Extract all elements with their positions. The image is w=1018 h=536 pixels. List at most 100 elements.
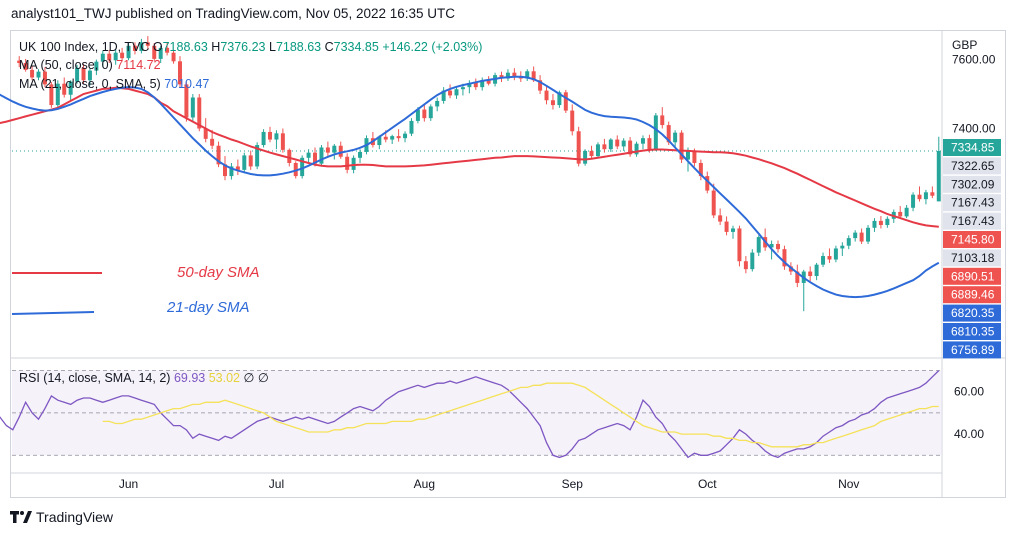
- candle-body: [242, 155, 247, 170]
- rsi-value: 69.93: [173, 371, 206, 385]
- candle-body: [583, 150, 588, 164]
- ma21-value: 7010.47: [164, 77, 210, 91]
- change-value: +146.22 (+2.03%): [382, 40, 483, 54]
- candle-body: [448, 90, 453, 96]
- candle-body: [827, 256, 832, 260]
- candle-body: [589, 150, 594, 157]
- open-label: O: [152, 40, 163, 54]
- candle-body: [486, 80, 491, 84]
- candle-body: [653, 115, 658, 150]
- ma50-legend: MA (50, close, 0) 7114.72: [19, 58, 161, 72]
- candle-body: [711, 190, 716, 216]
- candle-body: [332, 145, 337, 153]
- candle-body: [563, 92, 568, 111]
- candle-body: [351, 157, 356, 170]
- low-value: 7188.63: [275, 40, 322, 54]
- sma50-line: [0, 86, 939, 228]
- price-label-box: [943, 212, 1001, 230]
- candle-body: [126, 45, 131, 59]
- price-label: 7103.18: [951, 251, 995, 265]
- price-label: 6756.89: [951, 343, 995, 357]
- price-label-box: [943, 175, 1001, 193]
- candle-body: [319, 147, 324, 164]
- candle-body: [480, 80, 485, 88]
- candle-body: [210, 138, 215, 146]
- candle-body: [345, 156, 350, 170]
- candle-body: [222, 164, 227, 177]
- rsi-tick-label: 60.00: [954, 385, 984, 399]
- price-label-box: [943, 304, 1001, 322]
- time-tick-label: Jul: [269, 477, 284, 491]
- candle-body: [428, 106, 433, 119]
- null-symbol-1: ∅: [243, 371, 255, 385]
- candle-body: [621, 140, 626, 147]
- candle-body: [165, 47, 170, 53]
- candle-body: [377, 136, 382, 146]
- symbol-label: UK 100 Index, 1D, TVC: [19, 40, 150, 54]
- candle-body: [152, 45, 157, 59]
- candle-body: [229, 166, 234, 177]
- candle-body: [203, 128, 208, 139]
- open-value: 7188.63: [162, 40, 208, 54]
- candle-body: [145, 42, 150, 46]
- ma50-label: MA (50, close, 0): [19, 58, 113, 72]
- time-tick-label: Nov: [838, 477, 859, 491]
- candle-body: [17, 60, 22, 64]
- price-label: 7167.43: [951, 214, 995, 228]
- candle-body: [634, 143, 639, 155]
- brand-name: TradingView: [36, 509, 114, 525]
- candle-body: [692, 150, 697, 163]
- price-label: 7302.09: [951, 177, 995, 191]
- price-label-box: [943, 267, 1001, 285]
- candle-body: [422, 109, 427, 119]
- candle-body: [409, 120, 414, 134]
- candle-body: [673, 132, 678, 143]
- sma50-annotation: 50-day SMA: [177, 264, 260, 281]
- candle-body: [795, 271, 800, 283]
- ma21-label: MA (21, close, 0, SMA, 5): [19, 77, 161, 91]
- high-label: H: [211, 40, 221, 54]
- candle-body: [255, 145, 260, 167]
- candle-body: [608, 139, 613, 150]
- candle-body: [49, 84, 54, 106]
- rsi-tick-label: 40.00: [954, 427, 984, 441]
- ma50-value: 7114.72: [116, 58, 161, 72]
- candle-body: [647, 138, 652, 150]
- candle-body: [293, 162, 298, 177]
- null-symbol-2: ∅: [257, 371, 269, 385]
- rsi-label: RSI (14, close, SMA, 14, 2): [19, 371, 171, 385]
- rsi-legend: RSI (14, close, SMA, 14, 2) 69.93 53.02 …: [19, 370, 269, 385]
- candle-body: [911, 194, 916, 208]
- candle-body: [87, 70, 92, 81]
- candle-body: [100, 53, 105, 62]
- tradingview-brand[interactable]: TradingView: [10, 509, 113, 525]
- candle-body: [538, 80, 543, 91]
- candle-body: [840, 245, 845, 249]
- candle-body: [743, 261, 748, 270]
- candle-body: [390, 136, 395, 140]
- tradingview-logo-icon: [10, 511, 32, 523]
- candle-body: [325, 147, 330, 153]
- candle-body: [570, 110, 575, 132]
- candle-body: [930, 192, 935, 196]
- low-label: L: [268, 40, 276, 54]
- candle-body: [132, 45, 137, 51]
- candle-body: [878, 220, 883, 226]
- candle-body: [358, 151, 363, 158]
- price-label-box: [943, 323, 1001, 340]
- candle-body: [885, 218, 890, 226]
- candle-body: [557, 92, 562, 106]
- price-label-box: [943, 231, 1001, 248]
- price-label: 6889.46: [951, 288, 995, 302]
- candle-body: [679, 132, 684, 160]
- candle-body: [139, 42, 144, 51]
- candle-body: [287, 149, 292, 163]
- time-tick-label: Sep: [562, 477, 584, 491]
- candle-body: [23, 63, 28, 70]
- ma21-legend: MA (21, close, 0, SMA, 5) 7010.47: [19, 77, 209, 91]
- candle-body: [306, 152, 311, 158]
- candle-body: [107, 53, 112, 61]
- candle-body: [30, 69, 35, 78]
- candle-body: [460, 87, 465, 90]
- candle-body: [544, 90, 549, 101]
